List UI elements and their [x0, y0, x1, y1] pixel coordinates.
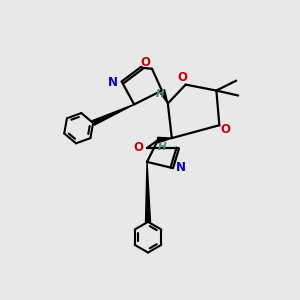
Text: O: O	[178, 71, 188, 84]
Text: N: N	[176, 161, 186, 174]
Polygon shape	[159, 89, 168, 103]
Text: O: O	[220, 123, 230, 136]
Text: H: H	[158, 142, 166, 152]
Text: O: O	[133, 140, 143, 154]
Polygon shape	[158, 137, 172, 143]
Polygon shape	[92, 104, 134, 125]
Text: N: N	[108, 76, 118, 89]
Text: H: H	[156, 88, 164, 98]
Text: O: O	[140, 56, 150, 69]
Polygon shape	[146, 162, 151, 222]
